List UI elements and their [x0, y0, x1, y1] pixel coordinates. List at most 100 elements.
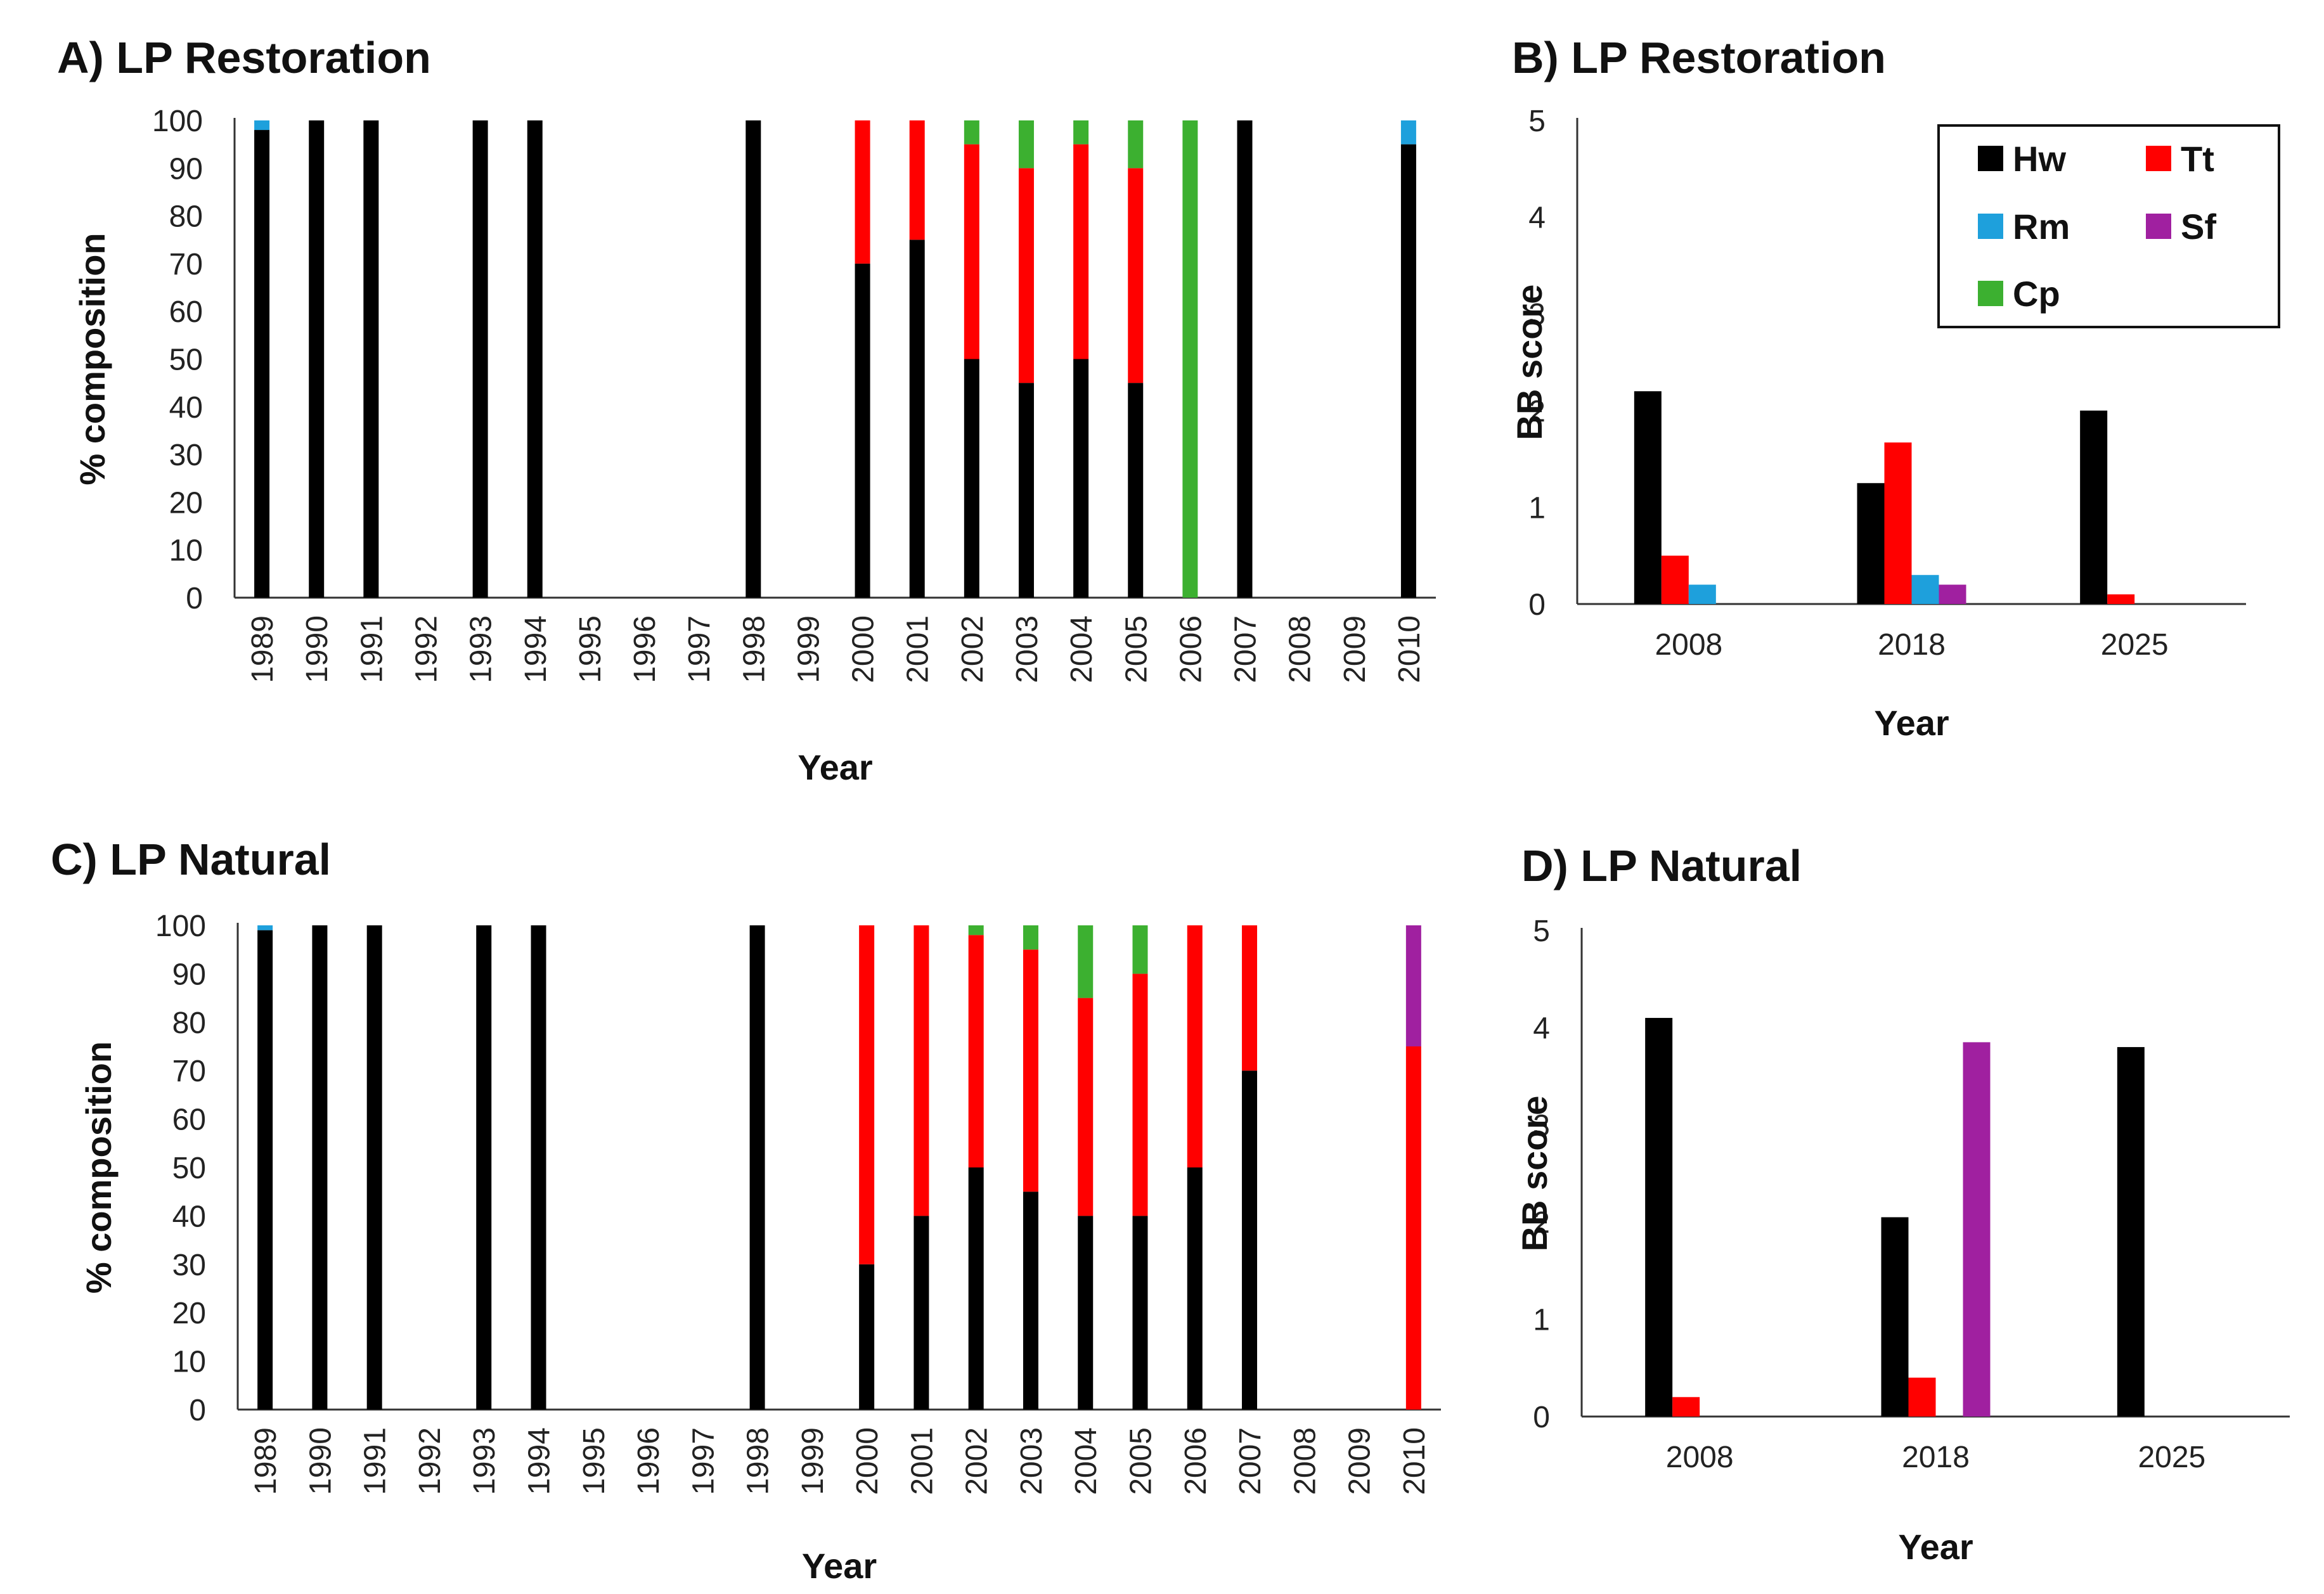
bar-cp-2002 — [968, 925, 984, 935]
y-tick-label: 40 — [172, 1200, 206, 1233]
y-tick-label: 20 — [172, 1297, 206, 1330]
x-tick-label: 1997 — [683, 615, 716, 683]
x-tick-label: 1992 — [410, 615, 443, 683]
bar-tt-2025 — [2107, 594, 2135, 604]
bar-tt-2000 — [855, 120, 870, 264]
x-tick-label: 2025 — [2138, 1441, 2205, 1474]
bar-tt-2018 — [1908, 1377, 1936, 1417]
x-axis-label: Year — [1874, 703, 1949, 743]
bar-tt-2003 — [1018, 168, 1034, 383]
chart-b: B) LP Restoration 0 1 2 3 4 5 BB score Year 2008 2… — [1509, 33, 2280, 743]
x-tick-label: 2008 — [1666, 1441, 1734, 1474]
x-tick-label: 2006 — [1174, 615, 1208, 683]
bar-hw-1991 — [363, 120, 379, 598]
bar-tt-2018 — [1884, 442, 1912, 604]
bar-tt-2003 — [1023, 949, 1038, 1192]
x-tick-label: 2018 — [1902, 1441, 1970, 1474]
x-tick-label: 1990 — [304, 1427, 337, 1495]
y-tick-label: 70 — [172, 1055, 206, 1088]
bar-hw-2000 — [859, 1264, 875, 1410]
legend-label-tt: Tt — [2181, 139, 2214, 179]
x-tick-label: 2002 — [956, 615, 990, 683]
x-tick-label: 2000 — [851, 1427, 884, 1495]
x-tick-label: 1994 — [523, 1427, 557, 1495]
x-tick-label: 2009 — [1338, 615, 1372, 683]
bar-hw-1994 — [531, 925, 546, 1410]
bar-hw-2001 — [909, 240, 925, 598]
x-tick-label: 2003 — [1015, 1427, 1049, 1495]
x-tick-label: 2005 — [1125, 1427, 1158, 1495]
x-tick-label: 2001 — [905, 1427, 939, 1495]
bar-hw-2010 — [1400, 144, 1416, 598]
bar-cp-2004 — [1073, 120, 1089, 145]
bar-cp-2003 — [1023, 925, 1038, 950]
x-axis-label: Year — [802, 1546, 877, 1586]
bar-tt-2008 — [1672, 1397, 1700, 1417]
y-tick-label: 0 — [1528, 588, 1546, 622]
bar-hw-2005 — [1132, 1216, 1148, 1410]
bar-hw-1994 — [527, 120, 543, 598]
y-tick-label: 100 — [152, 105, 203, 138]
bar-tt-2008 — [1661, 555, 1689, 604]
bar-tt-2002 — [968, 935, 984, 1167]
x-tick-label: 1996 — [628, 615, 662, 683]
bar-hw-2002 — [968, 1167, 984, 1410]
bar-hw-2005 — [1128, 383, 1144, 598]
y-tick-label: 3 — [1528, 298, 1546, 331]
x-tick-label: 2002 — [960, 1427, 994, 1495]
bar-tt-2001 — [913, 925, 929, 1216]
bar-hw-1989 — [254, 130, 270, 598]
bar-hw-2018 — [1881, 1217, 1909, 1417]
x-tick-label: 1994 — [519, 615, 553, 683]
x-tick-label: 2006 — [1179, 1427, 1213, 1495]
x-tick-label: 2004 — [1069, 1427, 1103, 1495]
legend-swatch-tt — [2146, 146, 2171, 171]
x-tick-label: 1989 — [246, 615, 280, 683]
legend-label-hw: Hw — [2013, 139, 2066, 179]
y-tick-label: 0 — [189, 1394, 206, 1427]
y-tick-label: 4 — [1528, 202, 1546, 235]
x-tick-label: 1991 — [355, 615, 389, 683]
x-tick-label: 2010 — [1393, 615, 1426, 683]
bar-hw-2001 — [913, 1216, 929, 1410]
x-tick-label: 2001 — [901, 615, 935, 683]
y-tick-label: 90 — [169, 152, 203, 186]
bar-cp-2006 — [1182, 120, 1198, 598]
chart-a: A) LP Restoration 0 10 20 30 40 50 60 70 80 90 100%… — [57, 33, 1436, 787]
bar-hw-1998 — [749, 925, 765, 1410]
bar-hw-1990 — [312, 925, 328, 1410]
bar-hw-1990 — [309, 120, 325, 598]
y-tick-label: 80 — [169, 200, 203, 234]
bar-hw-2000 — [855, 263, 870, 598]
legend-swatch-sf — [2146, 214, 2171, 239]
y-tick-label: 40 — [169, 391, 203, 425]
bar-hw-1989 — [257, 930, 273, 1410]
bar-hw-2003 — [1023, 1192, 1038, 1410]
chart-d: D) LP Natural 0 1 2 3 4 5 BB score Year 2008 2018 2… — [1514, 841, 2290, 1567]
y-tick-label: 2 — [1528, 395, 1546, 428]
y-tick-label: 2 — [1533, 1206, 1550, 1240]
bar-tt-2000 — [859, 925, 875, 1264]
bar-hw-2025 — [2080, 410, 2108, 604]
bar-rm-2018 — [1911, 575, 1939, 604]
bar-hw-2008 — [1634, 391, 1662, 604]
x-tick-label: 2004 — [1065, 615, 1099, 683]
y-tick-label: 0 — [1533, 1401, 1550, 1434]
y-tick-label: 100 — [155, 909, 206, 943]
bar-hw-2006 — [1187, 1167, 1203, 1410]
y-tick-label: 5 — [1528, 105, 1546, 138]
y-tick-label: 30 — [172, 1249, 206, 1282]
chart-title: C) LP Natural — [51, 835, 331, 884]
chart-title: B) LP Restoration — [1512, 33, 1886, 82]
bar-tt-2004 — [1078, 998, 1094, 1216]
bar-hw-2025 — [2117, 1047, 2145, 1417]
y-tick-label: 20 — [169, 486, 203, 520]
y-tick-label: 1 — [1533, 1304, 1550, 1337]
y-tick-label: 60 — [169, 295, 203, 329]
bar-cp-2005 — [1132, 925, 1148, 974]
bar-hw-1993 — [472, 120, 488, 598]
y-tick-label: 0 — [186, 582, 203, 615]
bar-hw-2004 — [1078, 1216, 1094, 1410]
bar-cp-2002 — [964, 120, 979, 145]
